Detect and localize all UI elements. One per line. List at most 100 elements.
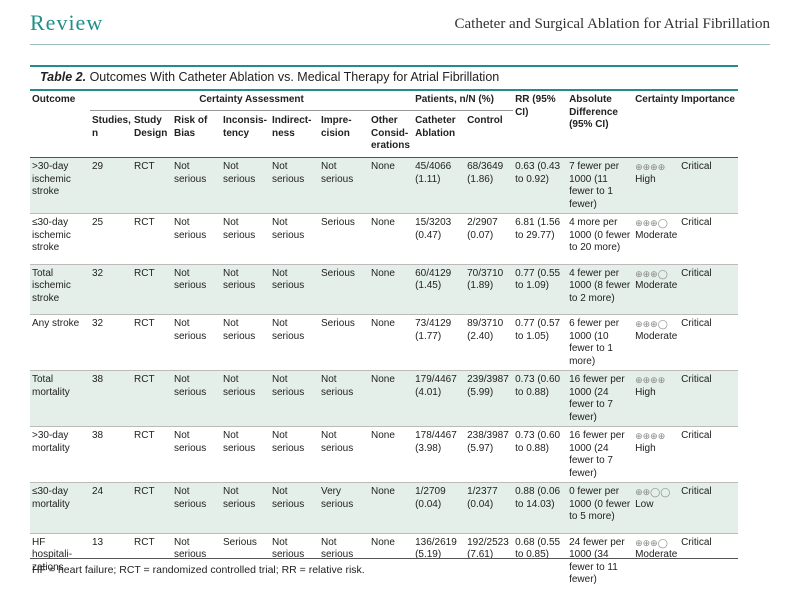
cell-other: None bbox=[371, 161, 395, 172]
cell-imprecision: Not serious bbox=[321, 430, 354, 454]
cell-catheter: 45/4066 (1.11) bbox=[415, 161, 452, 185]
cell-outcome: >30-day ischemic stroke bbox=[32, 161, 71, 197]
certainty-label: High bbox=[635, 386, 656, 398]
header-other: Other Consid-erations bbox=[371, 115, 410, 151]
cell-bias: Not serious bbox=[174, 267, 207, 292]
cell-other: None bbox=[371, 217, 395, 228]
cell-rr: 0.77 (0.55 to 1.09) bbox=[515, 267, 561, 292]
cell-design: RCT bbox=[134, 161, 155, 172]
cell-indirectness: Not serious bbox=[272, 486, 305, 510]
cell-absolute: 0 fewer per 1000 (0 fewer to 5 more) bbox=[569, 486, 631, 522]
certainty-label: Moderate bbox=[635, 229, 678, 241]
cell-importance: Critical bbox=[681, 217, 712, 228]
cell-bias: Not serious bbox=[174, 430, 207, 454]
cell-outcome: Any stroke bbox=[32, 318, 80, 329]
cell-indirectness: Not serious bbox=[272, 430, 305, 454]
cell-catheter: 15/3203 (0.47) bbox=[415, 217, 452, 241]
cell-studies: 38 bbox=[92, 430, 104, 441]
table-body: >30-day ischemic stroke 29 RCT Not serious N… bbox=[30, 157, 739, 589]
header-control: Control bbox=[467, 115, 503, 126]
cell-outcome: ≤30-day mortality bbox=[32, 486, 70, 510]
certainty-label: Moderate bbox=[635, 280, 678, 291]
table-caption-rule bbox=[30, 89, 738, 91]
cell-other: None bbox=[371, 374, 395, 385]
cell-absolute: 16 fewer per 1000 (24 fewer to 7 fewer) bbox=[569, 430, 625, 479]
cell-inconsistency: Not serious bbox=[223, 267, 256, 292]
running-title: Catheter and Surgical Ablation for Atria… bbox=[454, 16, 771, 32]
cell-certainty: ⊕⊕⊕⊕ High bbox=[633, 158, 679, 214]
cell-bias: Not serious bbox=[174, 217, 207, 241]
table-row: >30-day ischemic stroke 29 RCT Not serious N… bbox=[30, 157, 739, 214]
header-patients: Patients, n/N (%) bbox=[413, 92, 514, 111]
cell-catheter: 60/4129 (1.45) bbox=[415, 267, 452, 292]
cell-control: 68/3649 (1.86) bbox=[467, 161, 504, 185]
table-title: Outcomes With Catheter Ablation vs. Medi… bbox=[89, 70, 500, 84]
cell-inconsistency: Not serious bbox=[223, 318, 256, 342]
cell-studies: 32 bbox=[92, 267, 104, 279]
cell-inconsistency: Not serious bbox=[223, 374, 256, 398]
certainty-symbols-icon: ⊕⊕⊕◯ bbox=[635, 218, 668, 228]
cell-studies: 38 bbox=[92, 374, 104, 385]
table-label: Table 2. bbox=[40, 70, 87, 84]
certainty-symbols-icon: ⊕⊕⊕◯ bbox=[635, 537, 668, 548]
cell-design: RCT bbox=[134, 430, 155, 441]
cell-rr: 0.68 (0.55 to 0.85) bbox=[515, 536, 561, 561]
cell-rr: 0.77 (0.57 to 1.05) bbox=[515, 318, 561, 342]
cell-importance: Critical bbox=[681, 374, 712, 385]
cell-absolute: 6 fewer per 1000 (10 fewer to 1 more) bbox=[569, 318, 620, 367]
table-caption: Table 2. Outcomes With Catheter Ablation… bbox=[40, 70, 499, 84]
cell-control: 239/3987 (5.99) bbox=[467, 374, 509, 398]
cell-imprecision: Not serious bbox=[321, 161, 354, 185]
cell-catheter: 136/2619 (5.19) bbox=[415, 536, 457, 561]
cell-studies: 25 bbox=[92, 217, 104, 228]
table-row: >30-day mortality 38 RCT Not serious Not ser… bbox=[30, 426, 739, 483]
cell-imprecision: Serious bbox=[321, 267, 355, 279]
cell-importance: Critical bbox=[681, 318, 712, 329]
certainty-label: Moderate bbox=[635, 549, 678, 560]
cell-bias: Not serious bbox=[174, 486, 207, 510]
cell-indirectness: Not serious bbox=[272, 318, 305, 342]
cell-imprecision: Serious bbox=[321, 318, 355, 329]
cell-control: 70/3710 (1.89) bbox=[467, 267, 504, 292]
cell-inconsistency: Not serious bbox=[223, 486, 256, 510]
header-design: Study Design bbox=[134, 115, 168, 139]
cell-outcome: Total ischemic stroke bbox=[32, 267, 71, 304]
cell-importance: Critical bbox=[681, 161, 712, 172]
cell-certainty: ⊕⊕⊕◯ Moderate bbox=[633, 264, 679, 315]
cell-rr: 0.73 (0.60 to 0.88) bbox=[515, 374, 561, 398]
cell-absolute: 7 fewer per 1000 (11 fewer to 1 fewer) bbox=[569, 161, 620, 210]
cell-outcome: >30-day mortality bbox=[32, 430, 70, 454]
cell-bias: Not serious bbox=[174, 318, 207, 342]
cell-indirectness: Not serious bbox=[272, 374, 305, 398]
cell-imprecision: Not serious bbox=[321, 374, 354, 398]
header-outcome: Outcome bbox=[32, 94, 76, 105]
cell-studies: 32 bbox=[92, 318, 104, 329]
cell-rr: 0.88 (0.06 to 14.03) bbox=[515, 486, 561, 510]
table-bottom-rule bbox=[30, 558, 738, 559]
certainty-symbols-icon: ⊕⊕⊕⊕ bbox=[635, 162, 666, 172]
cell-importance: Critical bbox=[681, 486, 712, 497]
cell-design: RCT bbox=[134, 486, 155, 497]
header-certainty-assessment: Certainty Assessment bbox=[90, 92, 414, 111]
cell-imprecision: Serious bbox=[321, 217, 355, 228]
cell-absolute: 4 fewer per 1000 (8 fewer to 2 more) bbox=[569, 267, 631, 304]
cell-rr: 0.63 (0.43 to 0.92) bbox=[515, 161, 561, 185]
cell-outcome: HF hospitali-zations bbox=[32, 536, 73, 573]
header-imprecision: Impre-cision bbox=[321, 115, 352, 139]
table-row: Total ischemic stroke 32 RCT Not serious Not… bbox=[30, 264, 739, 315]
cell-importance: Critical bbox=[681, 430, 712, 441]
cell-imprecision: Very serious bbox=[321, 486, 354, 510]
cell-importance: Critical bbox=[681, 536, 712, 548]
cell-inconsistency: Serious bbox=[223, 536, 257, 548]
cell-indirectness: Not serious bbox=[272, 267, 305, 292]
cell-rr: 6.81 (1.56 to 29.77) bbox=[515, 217, 561, 241]
certainty-symbols-icon: ⊕⊕◯◯ bbox=[635, 487, 671, 497]
cell-design: RCT bbox=[134, 318, 155, 329]
table-footnote: HF = heart failure; RCT = randomized con… bbox=[32, 564, 365, 576]
cell-design: RCT bbox=[134, 374, 155, 385]
cell-other: None bbox=[371, 486, 395, 497]
cell-catheter: 179/4467 (4.01) bbox=[415, 374, 457, 398]
cell-bias: Not serious bbox=[174, 536, 207, 561]
certainty-symbols-icon: ⊕⊕⊕◯ bbox=[635, 319, 668, 329]
table-row: ≤30-day mortality 24 RCT Not serious Not ser… bbox=[30, 482, 739, 533]
